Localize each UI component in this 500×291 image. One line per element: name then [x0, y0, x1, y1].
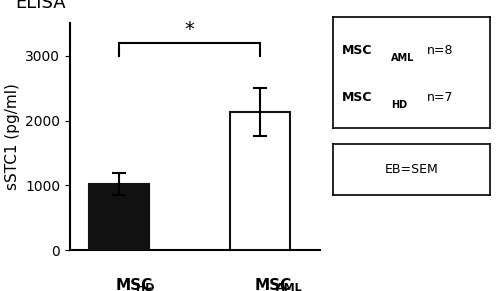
Text: HD: HD — [136, 283, 154, 291]
Bar — [89, 184, 149, 250]
Text: EB=SEM: EB=SEM — [384, 163, 438, 176]
Text: n=7: n=7 — [427, 91, 454, 104]
Text: MSC: MSC — [342, 44, 372, 57]
Text: n=8: n=8 — [427, 44, 454, 57]
Text: ELISA: ELISA — [15, 0, 66, 12]
Text: AML: AML — [391, 53, 414, 63]
Text: MSC: MSC — [342, 91, 372, 104]
Bar — [230, 112, 290, 250]
Text: MSC: MSC — [116, 278, 153, 291]
Text: HD: HD — [391, 100, 407, 110]
Text: *: * — [184, 20, 194, 39]
Text: AML: AML — [276, 283, 302, 291]
Text: MSC: MSC — [255, 278, 292, 291]
Y-axis label: sSTC1 (pg/ml): sSTC1 (pg/ml) — [4, 83, 20, 190]
